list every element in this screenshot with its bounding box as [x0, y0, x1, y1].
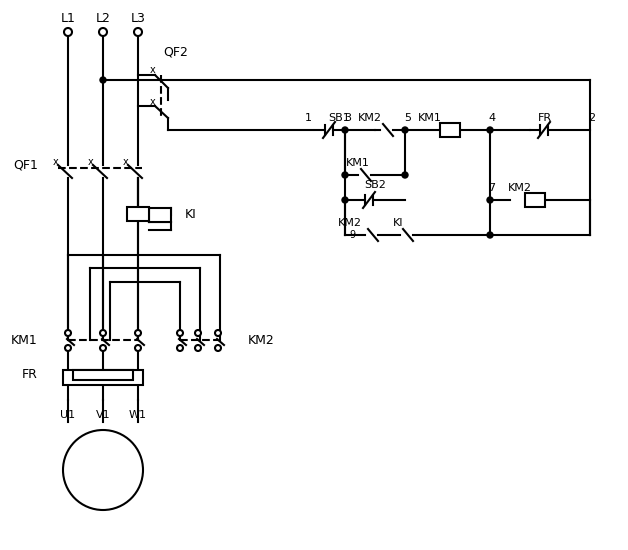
Circle shape — [135, 330, 141, 336]
Circle shape — [100, 77, 106, 83]
Text: x: x — [150, 65, 156, 75]
Bar — [440, 123, 460, 137]
Text: x: x — [88, 157, 94, 167]
Text: L1: L1 — [60, 12, 75, 25]
Text: 5: 5 — [404, 113, 411, 123]
Circle shape — [177, 330, 183, 336]
Circle shape — [195, 330, 201, 336]
Text: 4: 4 — [489, 113, 495, 123]
Text: x: x — [53, 157, 59, 167]
Bar — [525, 193, 545, 207]
Circle shape — [100, 330, 106, 336]
Text: KM1: KM1 — [11, 333, 38, 346]
Circle shape — [63, 430, 143, 510]
Text: 7: 7 — [489, 183, 495, 193]
Circle shape — [215, 345, 221, 351]
Text: 9: 9 — [349, 230, 355, 240]
Text: KM2: KM2 — [358, 113, 382, 123]
Text: M: M — [97, 454, 109, 470]
Circle shape — [65, 345, 71, 351]
Text: QF1: QF1 — [13, 158, 38, 172]
Text: KM2: KM2 — [248, 333, 275, 346]
Text: U1: U1 — [60, 410, 75, 420]
Circle shape — [487, 127, 493, 133]
Text: FR: FR — [538, 113, 552, 123]
Circle shape — [402, 172, 408, 178]
Text: V1: V1 — [95, 410, 111, 420]
Text: KM2: KM2 — [508, 183, 532, 193]
Bar — [149, 208, 171, 222]
Text: x: x — [150, 97, 156, 107]
Text: KM2: KM2 — [338, 218, 362, 228]
Text: KM1: KM1 — [418, 113, 442, 123]
Circle shape — [99, 28, 107, 36]
Text: x: x — [123, 157, 129, 167]
Text: KI: KI — [185, 208, 197, 222]
Text: 2: 2 — [588, 113, 595, 123]
Circle shape — [100, 345, 106, 351]
Circle shape — [195, 345, 201, 351]
Circle shape — [65, 330, 71, 336]
Text: 3: 3 — [345, 113, 352, 123]
Text: QF2: QF2 — [163, 46, 188, 58]
Text: L2: L2 — [95, 12, 111, 25]
Bar — [127, 207, 149, 221]
Circle shape — [135, 345, 141, 351]
Circle shape — [64, 28, 72, 36]
Bar — [63, 370, 143, 385]
Text: KI: KI — [158, 207, 170, 221]
Circle shape — [215, 330, 221, 336]
Text: KM1: KM1 — [346, 158, 370, 168]
Text: KI: KI — [392, 218, 403, 228]
Circle shape — [402, 127, 408, 133]
Bar — [73, 370, 133, 380]
Circle shape — [134, 28, 142, 36]
Circle shape — [342, 172, 348, 178]
Text: SB1: SB1 — [328, 113, 350, 123]
Text: W1: W1 — [129, 410, 147, 420]
Text: L3: L3 — [131, 12, 146, 25]
Text: SB2: SB2 — [364, 180, 386, 190]
Text: 3~: 3~ — [94, 471, 112, 485]
Circle shape — [342, 127, 348, 133]
Circle shape — [487, 197, 493, 203]
Circle shape — [177, 345, 183, 351]
Text: FR: FR — [22, 368, 38, 382]
Text: 1: 1 — [305, 113, 311, 123]
Circle shape — [487, 232, 493, 238]
Circle shape — [342, 197, 348, 203]
